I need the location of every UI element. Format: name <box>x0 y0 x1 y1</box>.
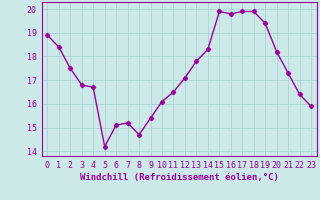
X-axis label: Windchill (Refroidissement éolien,°C): Windchill (Refroidissement éolien,°C) <box>80 173 279 182</box>
